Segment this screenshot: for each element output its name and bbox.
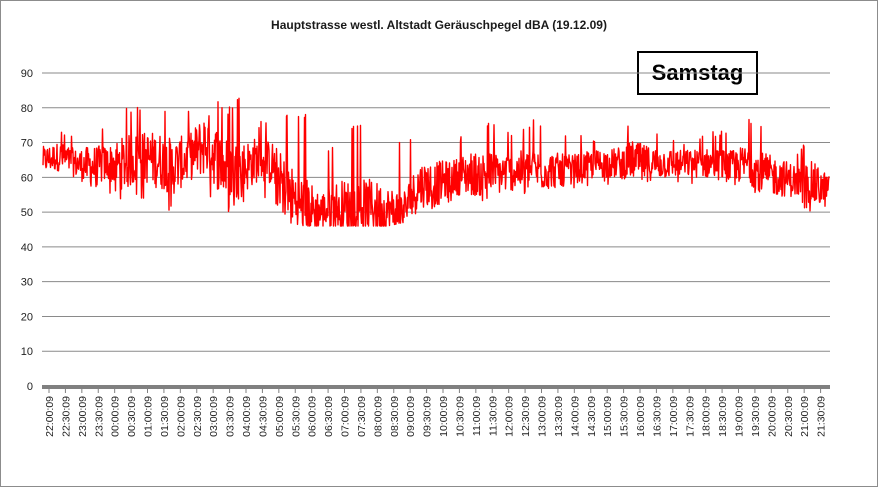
x-tick-label: 21:30:09 <box>816 396 828 437</box>
x-tick-label: 07:00:09 <box>340 396 352 437</box>
x-tick-label: 05:30:09 <box>290 396 302 437</box>
y-tick-label: 90 <box>21 68 33 80</box>
x-tick-label: 02:00:09 <box>175 396 187 437</box>
x-tick-label: 09:00:09 <box>405 396 417 437</box>
y-tick-label: 30 <box>21 277 33 289</box>
series-layer <box>42 97 830 227</box>
x-tick-label: 23:00:09 <box>77 396 89 437</box>
x-tick-label: 20:00:09 <box>766 396 778 437</box>
x-tick-label: 04:30:09 <box>257 396 269 437</box>
x-tick-label: 00:00:09 <box>110 396 122 437</box>
x-tick-label: 07:30:09 <box>356 396 368 437</box>
y-tick-label: 50 <box>21 207 33 219</box>
y-tick-label: 40 <box>21 242 33 254</box>
x-tick-label: 06:30:09 <box>323 396 335 437</box>
x-tick-label: 03:30:09 <box>225 396 237 437</box>
x-tick-label: 04:00:09 <box>241 396 253 437</box>
x-tick-label: 11:00:09 <box>471 396 483 436</box>
x-tick-label: 20:30:09 <box>783 396 795 437</box>
y-tick-label: 20 <box>21 311 33 323</box>
x-tick-label: 17:00:09 <box>668 396 680 437</box>
x-tick-label: 02:30:09 <box>192 396 204 437</box>
x-tick-label: 08:00:09 <box>372 396 384 437</box>
x-tick-label: 19:00:09 <box>734 396 746 437</box>
x-tick-label: 11:30:09 <box>487 396 499 436</box>
x-tick-label: 03:00:09 <box>208 396 220 437</box>
y-tick-label: 0 <box>27 381 33 393</box>
x-axis-ticks: 22:00:09 22:30:09 23:00:09 23:30:09 00:00:09… <box>44 389 828 437</box>
y-tick-label: 60 <box>21 172 33 184</box>
x-tick-label: 21:00:09 <box>799 396 811 437</box>
x-tick-label: 12:00:09 <box>504 396 516 437</box>
x-tick-label: 18:00:09 <box>701 396 713 437</box>
x-tick-label: 00:30:09 <box>126 396 138 437</box>
gridlines <box>42 72 830 352</box>
x-tick-label: 14:30:09 <box>586 396 598 437</box>
y-tick-label: 70 <box>21 138 33 150</box>
x-tick-label: 16:00:09 <box>635 396 647 437</box>
y-tick-label: 10 <box>21 346 33 358</box>
x-tick-label: 19:30:09 <box>750 396 762 437</box>
x-tick-label: 12:30:09 <box>520 396 532 437</box>
x-tick-label: 13:00:09 <box>537 396 549 437</box>
x-tick-label: 22:30:09 <box>60 396 72 437</box>
x-tick-label: 10:00:09 <box>438 396 450 437</box>
x-tick-label: 15:00:09 <box>602 396 614 437</box>
x-tick-label: 23:30:09 <box>93 396 105 437</box>
x-tick-label: 17:30:09 <box>684 396 696 437</box>
x-tick-label: 06:00:09 <box>307 396 319 437</box>
x-tick-label: 08:30:09 <box>389 396 401 437</box>
x-tick-label: 13:30:09 <box>553 396 565 437</box>
y-tick-label: 80 <box>21 103 33 115</box>
chart-title: Hauptstrasse westl. Altstadt Geräuschpeg… <box>271 18 607 32</box>
x-tick-label: 01:00:09 <box>143 396 155 437</box>
x-tick-label: 09:30:09 <box>422 396 434 437</box>
x-tick-label: 22:00:09 <box>44 396 56 437</box>
y-axis-ticks: 0 10 20 30 40 50 60 70 80 90 <box>21 68 33 393</box>
x-tick-label: 18:30:09 <box>717 396 729 437</box>
x-tick-label: 05:00:09 <box>274 396 286 437</box>
series-line <box>42 97 830 227</box>
x-tick-label: 15:30:09 <box>619 396 631 437</box>
x-tick-label: 10:30:09 <box>454 396 466 437</box>
x-tick-label: 01:30:09 <box>159 396 171 437</box>
x-tick-label: 16:30:09 <box>651 396 663 437</box>
x-tick-label: 14:00:09 <box>569 396 581 437</box>
